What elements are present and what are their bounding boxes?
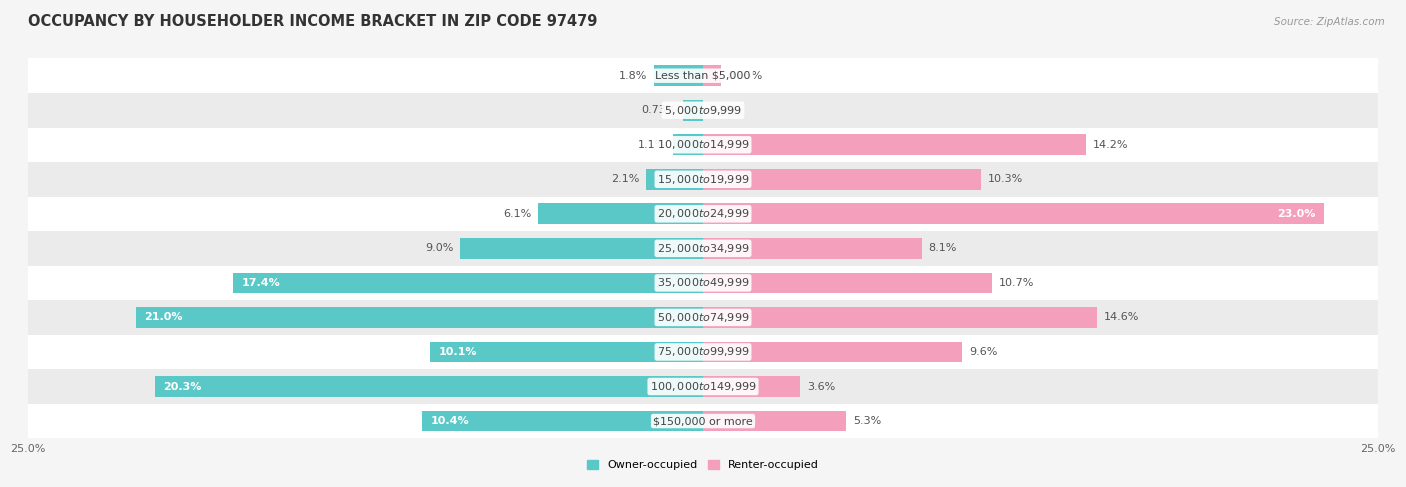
Legend: Owner-occupied, Renter-occupied: Owner-occupied, Renter-occupied	[582, 455, 824, 474]
Bar	[460, 238, 703, 259]
Text: 6.1%: 6.1%	[503, 209, 531, 219]
Bar	[28, 128, 1378, 162]
Text: 10.3%: 10.3%	[988, 174, 1024, 184]
Bar	[703, 134, 1087, 155]
Text: 5.3%: 5.3%	[853, 416, 882, 426]
Text: OCCUPANCY BY HOUSEHOLDER INCOME BRACKET IN ZIP CODE 97479: OCCUPANCY BY HOUSEHOLDER INCOME BRACKET …	[28, 14, 598, 29]
Text: 2.1%: 2.1%	[612, 174, 640, 184]
Text: 20.3%: 20.3%	[163, 381, 201, 392]
Bar	[647, 169, 703, 189]
Text: 0.73%: 0.73%	[641, 105, 676, 115]
Bar	[703, 411, 846, 431]
Bar	[28, 93, 1378, 128]
Bar	[703, 204, 1324, 224]
Text: 9.0%: 9.0%	[425, 244, 453, 253]
Text: 23.0%: 23.0%	[1278, 209, 1316, 219]
Bar	[28, 300, 1378, 335]
Text: $75,000 to $99,999: $75,000 to $99,999	[657, 345, 749, 358]
Bar	[703, 273, 991, 293]
Bar	[703, 341, 962, 362]
Text: $35,000 to $49,999: $35,000 to $49,999	[657, 277, 749, 289]
Bar	[703, 238, 922, 259]
Bar	[538, 204, 703, 224]
Text: $150,000 or more: $150,000 or more	[654, 416, 752, 426]
Text: 0.0%: 0.0%	[710, 105, 738, 115]
Text: 10.1%: 10.1%	[439, 347, 477, 357]
Text: 8.1%: 8.1%	[928, 244, 957, 253]
Text: $15,000 to $19,999: $15,000 to $19,999	[657, 173, 749, 186]
Bar	[28, 404, 1378, 438]
Text: 1.1%: 1.1%	[638, 140, 666, 150]
Text: 1.8%: 1.8%	[619, 71, 648, 81]
Bar	[28, 369, 1378, 404]
Bar	[422, 411, 703, 431]
Bar	[136, 307, 703, 328]
Text: 0.65%: 0.65%	[727, 71, 762, 81]
Text: 14.6%: 14.6%	[1104, 313, 1139, 322]
Bar	[703, 65, 720, 86]
Bar	[28, 58, 1378, 93]
Text: $100,000 to $149,999: $100,000 to $149,999	[650, 380, 756, 393]
Text: $5,000 to $9,999: $5,000 to $9,999	[664, 104, 742, 117]
Text: 3.6%: 3.6%	[807, 381, 835, 392]
Bar	[430, 341, 703, 362]
Text: $25,000 to $34,999: $25,000 to $34,999	[657, 242, 749, 255]
Bar	[155, 376, 703, 397]
Bar	[28, 335, 1378, 369]
Text: 14.2%: 14.2%	[1092, 140, 1129, 150]
Text: $20,000 to $24,999: $20,000 to $24,999	[657, 207, 749, 220]
Text: 17.4%: 17.4%	[242, 278, 280, 288]
Text: Less than $5,000: Less than $5,000	[655, 71, 751, 81]
Bar	[233, 273, 703, 293]
Bar	[703, 307, 1097, 328]
Bar	[703, 376, 800, 397]
Bar	[28, 265, 1378, 300]
Bar	[28, 162, 1378, 197]
Text: 10.4%: 10.4%	[430, 416, 470, 426]
Text: Source: ZipAtlas.com: Source: ZipAtlas.com	[1274, 17, 1385, 27]
Bar	[683, 100, 703, 121]
Text: $50,000 to $74,999: $50,000 to $74,999	[657, 311, 749, 324]
Text: 10.7%: 10.7%	[998, 278, 1033, 288]
Bar	[654, 65, 703, 86]
Text: 9.6%: 9.6%	[969, 347, 997, 357]
Bar	[28, 231, 1378, 265]
Bar	[673, 134, 703, 155]
Bar	[28, 197, 1378, 231]
Text: $10,000 to $14,999: $10,000 to $14,999	[657, 138, 749, 151]
Text: 21.0%: 21.0%	[145, 313, 183, 322]
Bar	[703, 169, 981, 189]
